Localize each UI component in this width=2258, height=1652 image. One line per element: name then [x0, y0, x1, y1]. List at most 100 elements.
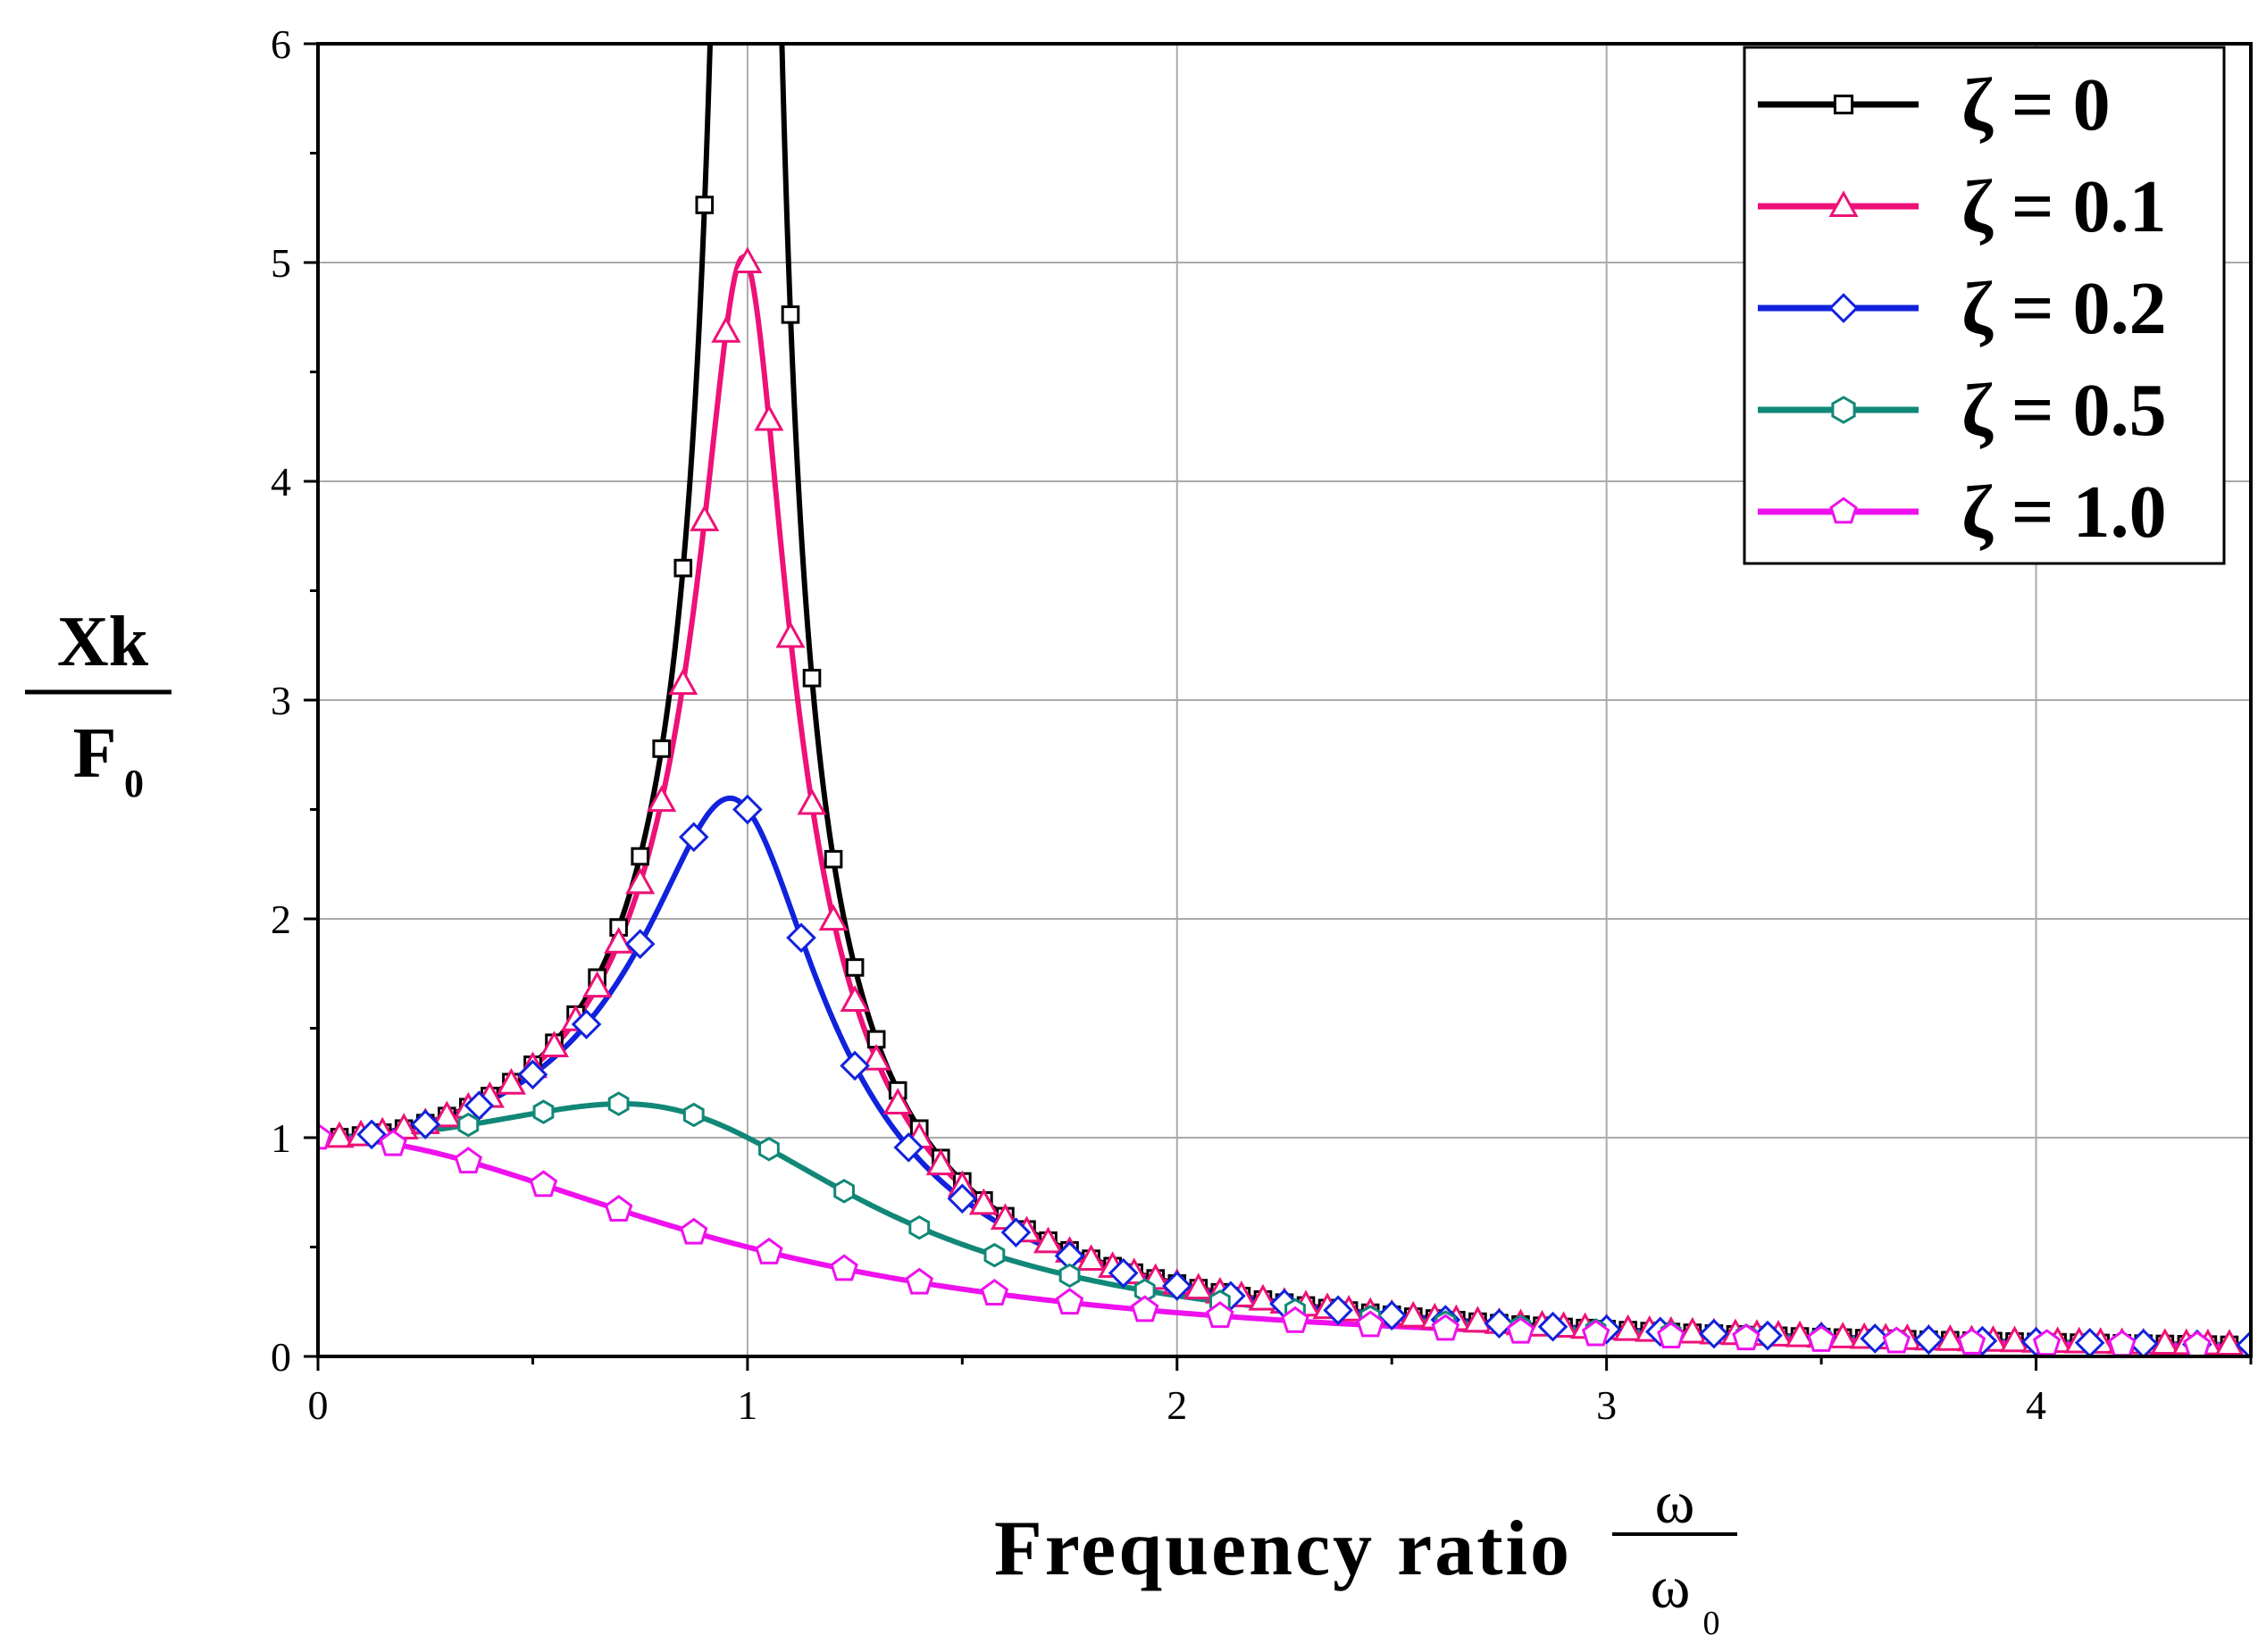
series-4-marker-5 — [680, 1217, 708, 1245]
series-0-marker-21 — [845, 958, 865, 977]
legend-marker-2 — [1828, 293, 1859, 323]
series-1-marker-70 — [1827, 1322, 1858, 1348]
legend-item-0: ζ = 0 — [1758, 63, 2111, 146]
y-tick-label: 1 — [271, 1115, 291, 1161]
marker-layer — [318, 196, 2251, 1356]
x-tick-label: 0 — [308, 1382, 329, 1428]
series-1-marker-17 — [690, 505, 720, 531]
y-axis-label: Xk F 0 — [25, 603, 171, 805]
y-label-subscript: 0 — [124, 762, 144, 805]
series-1-marker-20 — [754, 404, 784, 431]
series-2-marker-21 — [1484, 1308, 1515, 1339]
series-1-marker-35 — [1076, 1244, 1107, 1272]
series-1-marker-30 — [968, 1188, 999, 1215]
series-1-marker-60 — [1613, 1314, 1643, 1341]
series-4-marker-3 — [529, 1170, 558, 1197]
series-1-marker-40 — [1183, 1272, 1214, 1300]
series-2-marker-7 — [732, 794, 763, 825]
series-1-marker-53 — [1462, 1306, 1493, 1333]
series-1-marker-24 — [840, 985, 870, 1012]
series-3-marker-5 — [833, 1179, 855, 1204]
series-1-marker-26 — [882, 1088, 913, 1114]
axis-ticks — [304, 42, 2253, 1371]
series-4-marker-16 — [1506, 1316, 1535, 1344]
series-3-marker-0 — [457, 1112, 480, 1138]
legend-marker-4 — [1829, 496, 1858, 524]
series-1-marker-88 — [2214, 1329, 2245, 1356]
series-1-marker-25 — [861, 1043, 891, 1071]
series-1-marker-23 — [818, 904, 849, 931]
series-4-marker-2 — [454, 1147, 483, 1174]
y-tick-label: 5 — [271, 240, 291, 286]
series-1-marker-78 — [1999, 1325, 2030, 1353]
series-4-marker-19 — [1732, 1323, 1760, 1351]
series-3-marker-6 — [908, 1214, 931, 1240]
series-0-marker-20 — [824, 849, 843, 869]
series-line-2 — [318, 795, 2251, 1348]
series-1-marker-8 — [496, 1067, 526, 1095]
series-2-marker-6 — [678, 822, 709, 853]
series-2-marker-1 — [410, 1109, 441, 1139]
series-4-marker-10 — [1055, 1288, 1084, 1315]
legend-label-3: ζ = 0.5 — [1961, 369, 2167, 452]
series-2-marker-22 — [1537, 1311, 1568, 1342]
series-1-marker-85 — [2150, 1328, 2180, 1356]
x-label-denominator: ω — [1651, 1553, 1691, 1621]
series-0-marker-16 — [673, 558, 693, 578]
legend-label-0: ζ = 0 — [1961, 63, 2111, 146]
series-2-marker-5 — [624, 929, 656, 959]
y-tick-label: 6 — [271, 21, 291, 67]
series-4-marker-18 — [1657, 1322, 1685, 1348]
x-label-text: Frequency ratio — [994, 1506, 1572, 1592]
x-label-numerator: ω — [1655, 1468, 1695, 1536]
series-1-marker-22 — [797, 788, 827, 815]
series-1-marker-5 — [431, 1100, 462, 1128]
series-3-marker-1 — [532, 1099, 555, 1124]
series-4-marker-22 — [1957, 1327, 1986, 1355]
series-3-marker-3 — [682, 1102, 705, 1128]
x-tick-label: 4 — [2026, 1382, 2046, 1428]
series-1-marker-43 — [1248, 1283, 1278, 1311]
series-2-marker-9 — [840, 1050, 870, 1081]
series-4-marker-14 — [1356, 1310, 1384, 1338]
legend-item-1: ζ = 0.1 — [1758, 165, 2167, 248]
series-2-marker-28 — [1860, 1323, 1891, 1354]
series-0-marker-14 — [631, 847, 649, 866]
series-2-marker-3 — [517, 1059, 548, 1090]
series-2-marker-29 — [1913, 1324, 1944, 1356]
series-1-marker-10 — [539, 1030, 570, 1058]
x-tick-label: 3 — [1596, 1382, 1617, 1428]
series-4-marker-4 — [604, 1195, 633, 1222]
series-4-marker-6 — [755, 1237, 783, 1264]
series-1-marker-0 — [324, 1121, 355, 1148]
series-3-marker-8 — [1058, 1263, 1081, 1289]
series-2-marker-25 — [1699, 1318, 1729, 1349]
series-2-marker-14 — [1108, 1257, 1139, 1289]
series-1-marker-50 — [1398, 1300, 1428, 1328]
series-4-marker-13 — [1281, 1306, 1309, 1333]
series-2-marker-8 — [786, 922, 816, 953]
series-4-marker-7 — [830, 1254, 858, 1281]
series-1-marker-63 — [1677, 1316, 1708, 1344]
series-4-marker-15 — [1431, 1314, 1460, 1341]
series-1-marker-15 — [647, 785, 677, 813]
series-4-marker-11 — [1130, 1295, 1159, 1322]
series-2-marker-26 — [1752, 1320, 1783, 1351]
series-3-marker-7 — [983, 1242, 1006, 1268]
series-1-marker-19 — [732, 246, 763, 273]
series-4-marker-12 — [1206, 1301, 1234, 1329]
series-2-marker-35 — [2236, 1330, 2251, 1356]
series-2-marker-0 — [356, 1119, 387, 1150]
series-0-marker-18 — [781, 305, 800, 324]
legend-marker-0 — [1833, 94, 1854, 115]
y-tick-label: 4 — [271, 459, 291, 505]
series-3-marker-4 — [758, 1137, 780, 1162]
y-label-denominator: F — [73, 714, 117, 793]
series-4-marker-0 — [318, 1122, 332, 1150]
legend-item-2: ζ = 0.2 — [1758, 267, 2167, 350]
series-1-marker-16 — [668, 668, 698, 696]
series-4-marker-8 — [905, 1267, 933, 1295]
series-2-marker-11 — [947, 1183, 978, 1214]
y-label-numerator: Xk — [57, 603, 149, 681]
